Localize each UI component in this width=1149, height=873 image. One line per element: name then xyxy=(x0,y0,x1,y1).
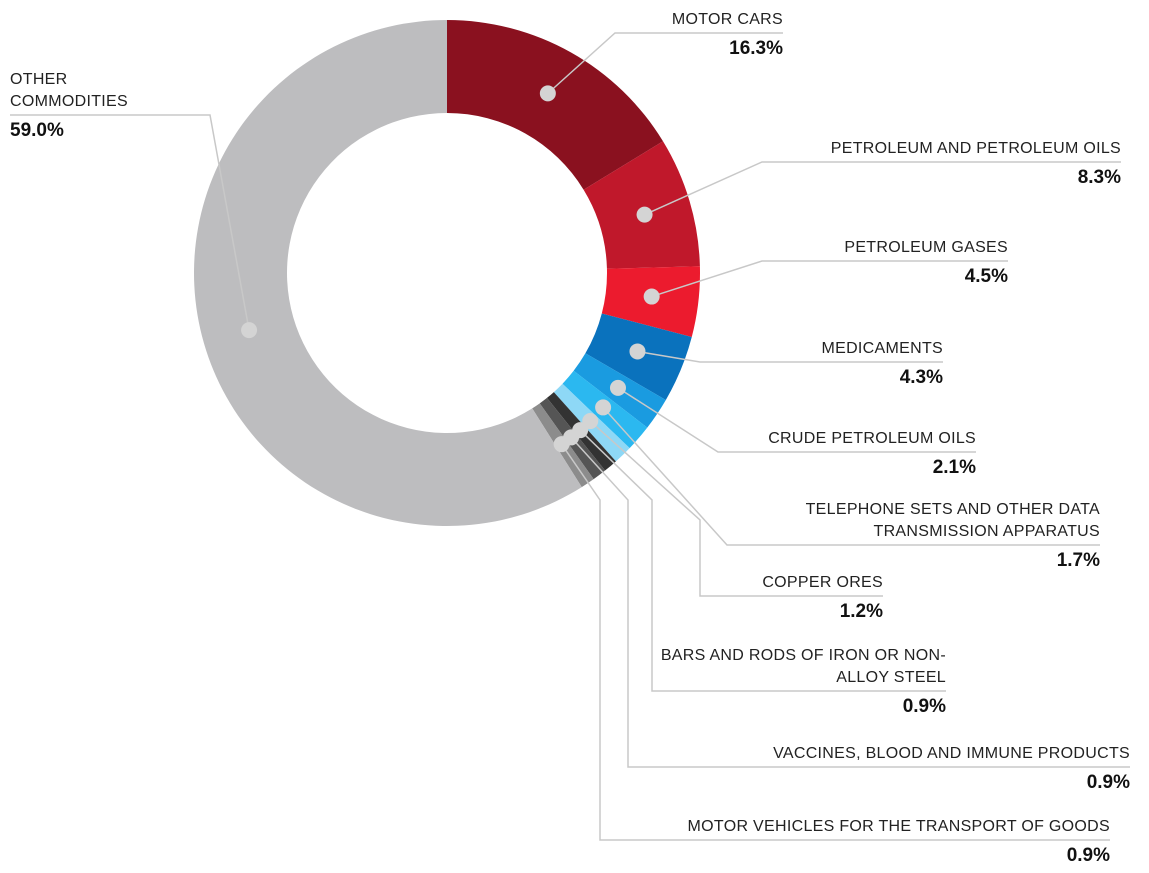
leader-line xyxy=(644,161,1121,216)
value-label: 4.3% xyxy=(899,367,943,388)
leader-line xyxy=(579,429,946,692)
label-dot xyxy=(643,288,660,305)
category-label: PETROLEUM GASES xyxy=(844,239,1008,256)
category-label: CRUDE PETROLEUM OILS xyxy=(768,430,976,447)
category-label: OTHER COMMODITIES xyxy=(10,71,128,110)
category-label: MOTOR VEHICLES FOR THE TRANSPORT OF GOOD… xyxy=(687,818,1110,835)
leader-line xyxy=(602,406,1100,546)
label-dot xyxy=(595,399,612,416)
value-label: 16.3% xyxy=(729,38,783,59)
value-label: 0.9% xyxy=(902,696,946,717)
donut-segment xyxy=(447,20,663,190)
category-label: BARS AND RODS OF IRON OR NON-ALLOY STEEL xyxy=(660,647,946,686)
value-label: 0.9% xyxy=(1086,772,1130,793)
value-label: 1.2% xyxy=(839,601,883,622)
label-dot xyxy=(629,343,646,360)
leader-line xyxy=(10,114,250,331)
category-label: TELEPHONE SETS AND OTHER DATA TRANSMISSI… xyxy=(805,501,1100,540)
leader-line xyxy=(589,420,883,597)
value-label: 4.5% xyxy=(964,266,1008,287)
category-label: MEDICAMENTS xyxy=(821,340,943,357)
category-label: VACCINES, BLOOD AND IMMUNE PRODUCTS xyxy=(773,745,1130,762)
leader-line xyxy=(570,436,1130,768)
category-label: MOTOR CARS xyxy=(671,11,783,28)
value-label: 8.3% xyxy=(1077,167,1121,188)
leader-line xyxy=(651,260,1008,298)
value-label: 1.7% xyxy=(1056,550,1100,571)
donut-segment xyxy=(583,141,700,269)
label-dot xyxy=(241,322,258,339)
label-dot xyxy=(636,206,653,223)
donut-segment xyxy=(194,20,582,526)
label-dot xyxy=(553,436,570,453)
leader-line xyxy=(617,387,976,453)
value-label: 0.9% xyxy=(1066,845,1110,866)
leader-line xyxy=(547,32,783,94)
leader-line xyxy=(560,443,1110,841)
label-dot xyxy=(539,85,556,102)
value-label: 59.0% xyxy=(10,120,64,141)
value-label: 2.1% xyxy=(932,457,976,478)
leader-line xyxy=(637,350,943,363)
category-label: PETROLEUM AND PETROLEUM OILS xyxy=(830,140,1121,157)
category-label: COPPER ORES xyxy=(762,574,883,591)
label-dot xyxy=(609,379,626,396)
